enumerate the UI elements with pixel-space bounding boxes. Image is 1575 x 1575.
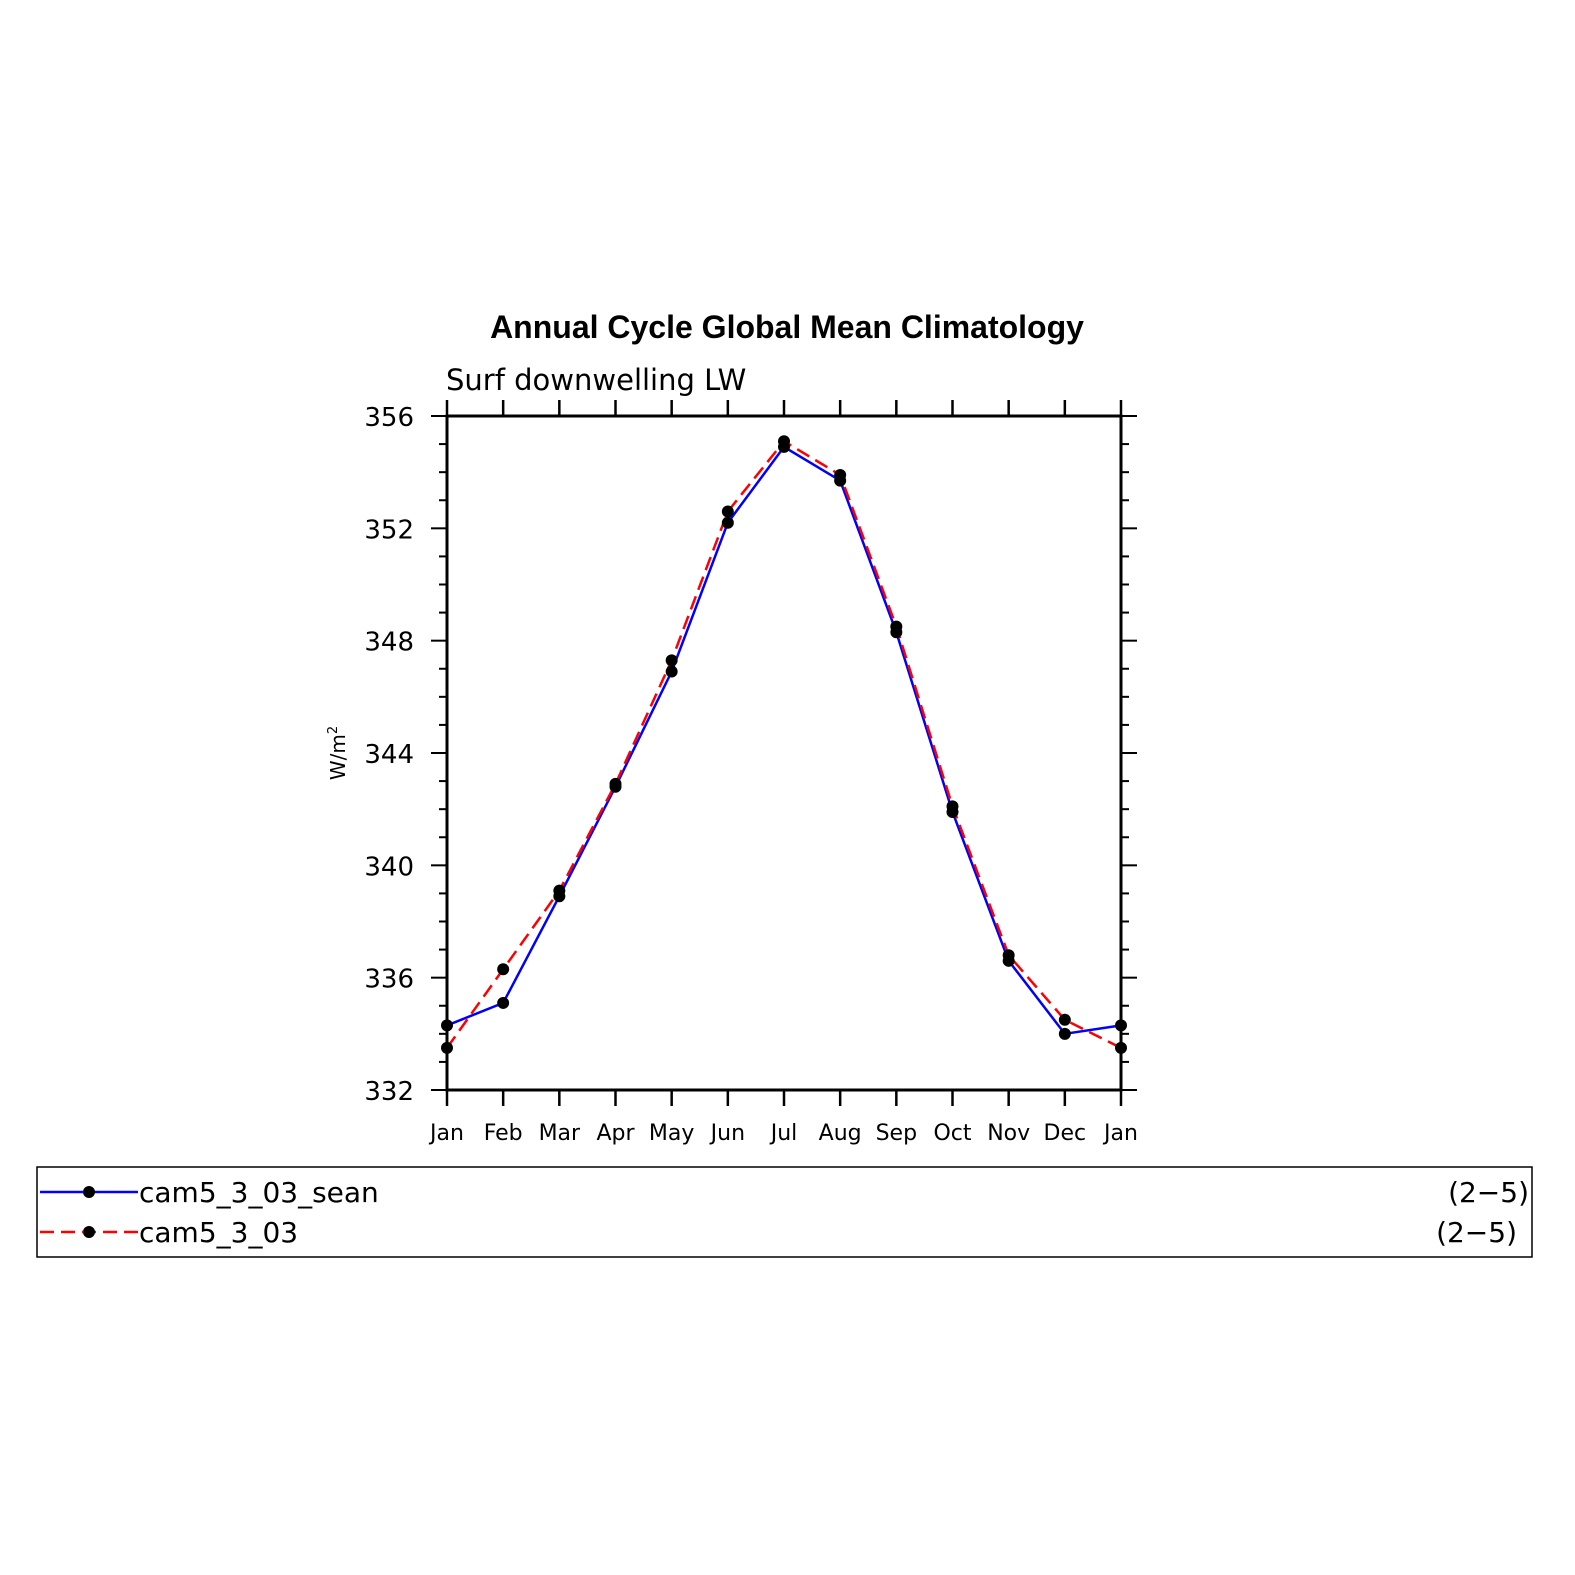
data-point [1058, 1013, 1071, 1026]
x-tick-label: Jun [709, 1121, 745, 1146]
chart-title: Annual Cycle Global Mean Climatology [490, 309, 1084, 345]
y-tick-label: 332 [364, 1077, 414, 1107]
y-tick-label: 356 [364, 403, 414, 433]
y-axis-label-base: W/m [326, 734, 350, 780]
legend-marker [83, 1226, 95, 1238]
x-tick-label: Apr [596, 1121, 635, 1146]
data-point [890, 620, 903, 633]
series-line-cam5-3-03-sean [446, 445, 1122, 1036]
x-tick-label: Jan [428, 1121, 464, 1146]
data-point [721, 505, 734, 518]
data-point [1058, 1027, 1071, 1040]
legend-label: cam5_3_03_sean [139, 1176, 379, 1209]
x-tick-label: Oct [933, 1121, 971, 1146]
y-tick-label: 340 [364, 852, 414, 882]
data-point [721, 516, 734, 529]
data-point [665, 654, 678, 667]
y-tick-label: 336 [364, 965, 414, 995]
x-tick-label: May [649, 1121, 694, 1146]
y-tick-label: 352 [364, 515, 414, 545]
data-point [553, 884, 566, 897]
legend: cam5_3_03_sean (2−5) cam5_3_03 (2−5) [36, 1166, 1533, 1258]
plot-frame [445, 414, 1123, 1092]
legend-label: cam5_3_03 [139, 1216, 298, 1249]
axis-ticks [431, 400, 1137, 1106]
x-tick-label: Jul [769, 1121, 798, 1146]
y-tick-label: 344 [364, 740, 414, 770]
y-tick-label: 348 [364, 628, 414, 658]
data-point [441, 1041, 453, 1054]
data-point [834, 468, 847, 481]
legend-range: (2−5) [1436, 1216, 1517, 1249]
series-line-cam5-3-03 [445, 439, 1122, 1049]
y-axis-label: W/m2 [326, 726, 350, 780]
legend-box [36, 1166, 1533, 1258]
chart-subtitle: Surf downwelling LW [446, 363, 746, 397]
data-point [946, 800, 959, 813]
x-tick-label: Nov [987, 1121, 1030, 1146]
series-markers [441, 435, 1127, 1054]
x-tick-label: Dec [1044, 1121, 1087, 1146]
x-tick-label: Feb [484, 1121, 523, 1146]
x-tick-label: Sep [876, 1121, 917, 1146]
legend-range: (2−5) [1448, 1176, 1529, 1209]
y-tick-labels: 332 336 340 344 348 352 356 [364, 403, 414, 1107]
x-tick-labels: Jan Feb Mar Apr May Jun Jul Aug Sep Oct Nov Dec Jan [428, 1121, 1138, 1146]
data-point [497, 963, 510, 976]
data-point [1115, 1019, 1127, 1032]
data-point [441, 1019, 453, 1032]
y-axis-label-superscript: 2 [326, 726, 341, 734]
data-point [778, 435, 790, 448]
data-point [609, 777, 622, 790]
data-point [665, 665, 678, 678]
data-point [497, 996, 510, 1009]
data-point [1115, 1041, 1127, 1054]
x-tick-label: Mar [539, 1121, 581, 1146]
x-tick-label: Aug [819, 1121, 862, 1146]
x-tick-label: Jan [1102, 1121, 1138, 1146]
data-point [1002, 949, 1015, 962]
series-lines [445, 439, 1122, 1049]
legend-marker [83, 1186, 95, 1198]
